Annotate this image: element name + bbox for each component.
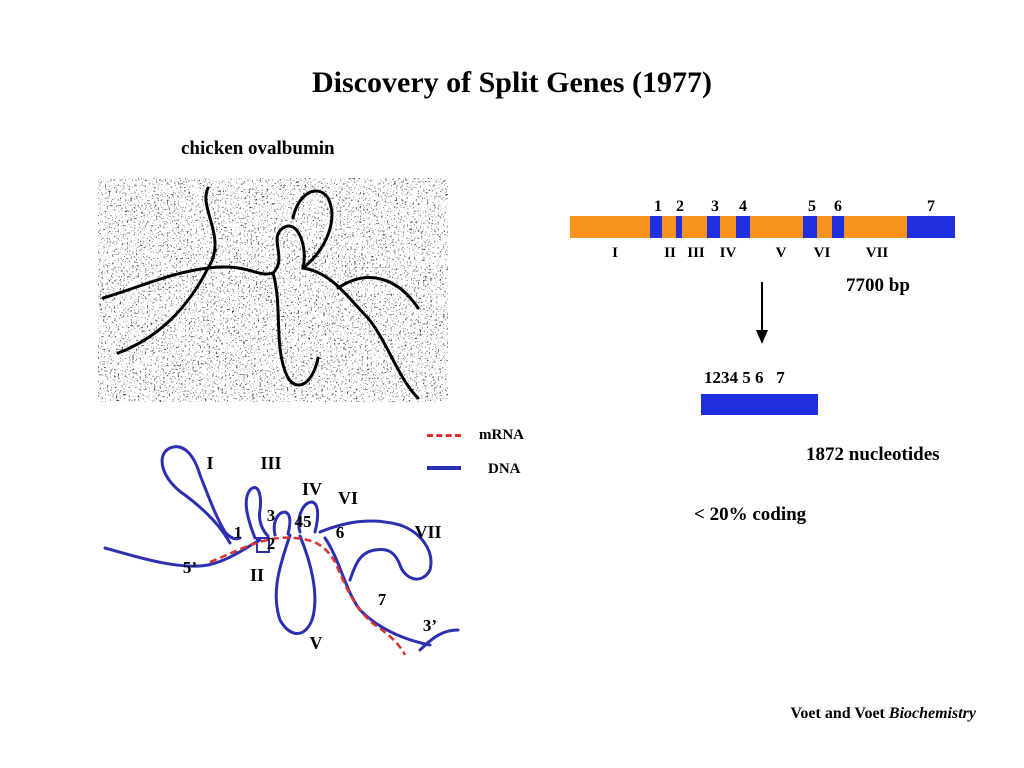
intron-label-5: V (776, 245, 787, 261)
page-title: Discovery of Split Genes (1977) (312, 66, 712, 99)
intron-label-3: III (687, 245, 705, 261)
mrna-legend-label: mRNA (479, 427, 524, 443)
five-prime-end-label: 5’ (183, 558, 197, 577)
exon-5 (803, 216, 817, 238)
exon-number-2: 2 (676, 198, 684, 215)
intron-label-4: IV (720, 245, 737, 261)
three-prime-end-label: 3’ (423, 616, 437, 635)
exon-marker-45: 45 (295, 512, 312, 531)
intron-label-7: VII (866, 245, 889, 261)
mrna-legend-swatch (427, 434, 461, 437)
dna-legend-label: DNA (488, 461, 521, 477)
down-arrow-icon (756, 282, 768, 344)
exon-marker-1: 1 (234, 523, 243, 542)
exon-marker-6: 6 (336, 523, 345, 542)
loop-label-II: II (250, 565, 264, 585)
electron-micrograph-image (98, 178, 448, 402)
exon-number-6: 6 (834, 198, 842, 215)
intron-label-2: II (664, 245, 676, 261)
loop-label-VII: VII (414, 522, 441, 542)
exon-number-3: 3 (711, 198, 719, 215)
exon-1 (650, 216, 662, 238)
source-credit: Voet and Voet Biochemistry (790, 705, 976, 723)
coding-fraction: < 20% coding (694, 504, 807, 525)
micrograph-caption: chicken ovalbumin (181, 138, 335, 159)
exon-2 (676, 216, 682, 238)
exon-marker-7: 7 (378, 590, 387, 609)
r-loop-schematic: I III IV VI VII II V 1 2 3 45 6 7 5’ 3’ (103, 445, 460, 656)
mrna-length: 1872 nucleotides (806, 444, 940, 465)
loop-label-V: V (310, 633, 323, 653)
exon-number-5: 5 (808, 198, 816, 215)
intron-label-6: VI (814, 245, 831, 261)
exon-6 (832, 216, 844, 238)
gene-bar (570, 216, 955, 238)
credit-book: Biochemistry (888, 705, 976, 722)
loop-label-IV: IV (302, 479, 322, 499)
loop-label-III: III (260, 453, 281, 473)
mrna-bar (701, 394, 818, 415)
exon-number-4: 4 (739, 198, 747, 215)
exon-number-1: 1 (654, 198, 662, 215)
ovalbumin-gene-map: 1 2 3 4 5 6 7 I II III IV V VI VII (570, 198, 955, 261)
exon-number-7: 7 (927, 198, 935, 215)
exon-4 (736, 216, 750, 238)
exon-marker-2: 2 (267, 534, 276, 553)
intron-label-1: I (612, 245, 618, 261)
dna-legend-swatch (427, 466, 461, 470)
mrna-exon-label: 1234 5 6 7 (704, 368, 785, 387)
exon-7 (907, 216, 955, 238)
exon-3 (707, 216, 720, 238)
exon-marker-3: 3 (267, 506, 276, 525)
loop-label-I: I (206, 453, 213, 473)
gene-length: 7700 bp (846, 275, 910, 296)
loop-label-VI: VI (338, 488, 358, 508)
gene-exons (650, 216, 955, 238)
credit-authors: Voet and Voet (790, 705, 885, 722)
